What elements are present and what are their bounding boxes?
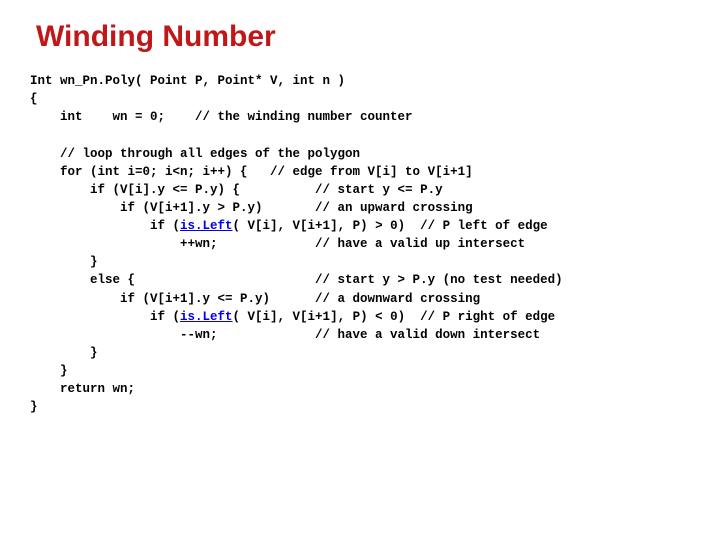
slide-title: Winding Number xyxy=(36,20,700,54)
isleft-link[interactable]: is.Left xyxy=(180,219,233,233)
code-block: Int wn_Pn.Poly( Point P, Point* V, int n… xyxy=(30,72,700,416)
isleft-link[interactable]: is.Left xyxy=(180,310,233,324)
